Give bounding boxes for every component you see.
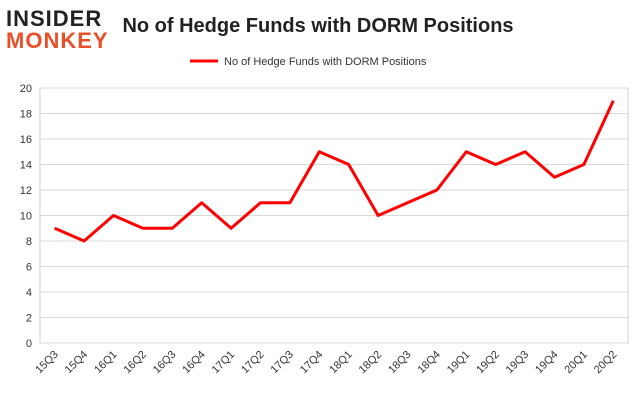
logo-top: INSIDER [6, 6, 102, 31]
x-tick-label: 18Q1 [327, 349, 355, 377]
x-tick-label: 19Q2 [474, 349, 502, 377]
logo-bottom: MONKEY [6, 28, 109, 53]
data-line [54, 100, 615, 243]
x-tick-label: 16Q3 [151, 349, 179, 377]
x-tick-label: 16Q4 [180, 349, 208, 377]
legend-label: No of Hedge Funds with DORM Positions [224, 56, 427, 68]
x-tick-label: 16Q1 [92, 349, 120, 377]
x-tick-label: 19Q4 [533, 349, 561, 377]
x-tick-label: 15Q3 [33, 349, 61, 377]
x-tick-label: 18Q2 [357, 349, 385, 377]
x-tick-label: 19Q1 [445, 349, 473, 377]
y-tick-label: 14 [20, 160, 32, 172]
y-tick-label: 20 [20, 83, 32, 95]
x-tick-label: 18Q3 [386, 349, 414, 377]
y-tick-label: 18 [20, 109, 32, 121]
x-tick-label: 20Q1 [562, 349, 590, 377]
x-tick-label: 17Q4 [298, 349, 326, 377]
chart-title: No of Hedge Funds with DORM Positions [122, 15, 513, 37]
x-tick-label: 17Q3 [268, 349, 296, 377]
y-tick-label: 2 [26, 313, 32, 325]
y-tick-label: 8 [26, 236, 32, 248]
y-tick-label: 12 [20, 185, 32, 197]
y-tick-label: 16 [20, 134, 32, 146]
y-tick-label: 4 [26, 287, 32, 299]
x-tick-label: 18Q4 [415, 349, 443, 377]
y-tick-label: 6 [26, 262, 32, 274]
x-tick-label: 15Q4 [63, 349, 91, 377]
x-tick-label: 19Q3 [504, 349, 532, 377]
y-tick-label: 0 [26, 338, 32, 350]
y-tick-label: 10 [20, 211, 32, 223]
x-tick-label: 16Q2 [121, 349, 149, 377]
x-tick-label: 17Q2 [239, 349, 267, 377]
x-tick-label: 17Q1 [210, 349, 238, 377]
x-tick-label: 20Q2 [592, 349, 620, 377]
